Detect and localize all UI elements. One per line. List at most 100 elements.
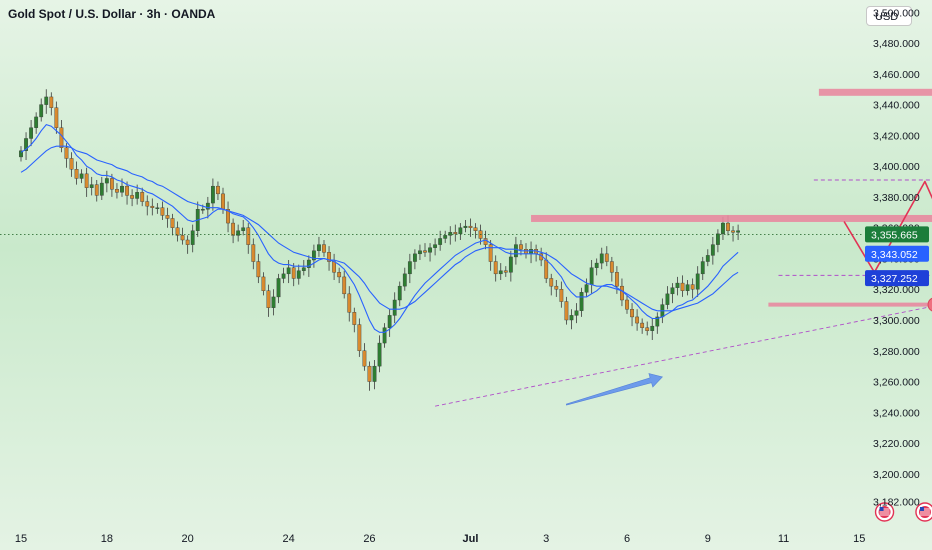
candle-body: [74, 169, 79, 179]
candle-body: [483, 238, 488, 245]
candle-body: [205, 202, 210, 210]
candle-body: [145, 201, 150, 207]
y-axis-label: 3,200.000: [873, 469, 920, 481]
candle-body: [382, 327, 387, 344]
candle-body: [180, 235, 185, 241]
candle-body: [508, 256, 513, 273]
candle-body: [160, 207, 165, 216]
candle-body: [367, 365, 372, 382]
price-tag-2: [865, 245, 929, 262]
currency-button[interactable]: USD: [866, 6, 912, 26]
candle-body: [468, 225, 473, 228]
candle-body: [695, 273, 700, 290]
candle-body: [312, 250, 316, 261]
candle-body: [165, 215, 170, 219]
candle-body: [640, 322, 645, 328]
candle-body: [301, 267, 306, 271]
candle-body: [700, 261, 705, 275]
candle-body: [685, 284, 690, 291]
candle-body: [54, 107, 59, 128]
candle-body: [670, 287, 675, 295]
candle-body: [554, 285, 559, 290]
us-event-2: [915, 502, 932, 522]
candle-body: [322, 244, 326, 253]
us-event-1: [874, 502, 895, 522]
candles-group: [19, 89, 741, 391]
candle-body: [291, 267, 296, 279]
candle-body: [574, 310, 579, 316]
candle-body: [428, 247, 432, 253]
mid-zone: [531, 214, 932, 222]
candle-body: [690, 284, 695, 290]
candle-body: [392, 299, 397, 316]
candle-body: [705, 255, 710, 262]
candle-body: [109, 178, 114, 190]
candle-body: [418, 250, 422, 255]
candle-body: [625, 299, 629, 310]
candle-body: [463, 225, 468, 228]
candle-body: [200, 209, 205, 211]
candle-body: [458, 227, 463, 235]
candle-body: [256, 261, 261, 278]
candle-body: [549, 278, 554, 287]
candle-body: [438, 238, 443, 245]
candle-body: [24, 138, 28, 151]
support-zone: [768, 302, 932, 307]
candle-body: [34, 116, 39, 128]
chart-title: Gold Spot / U.S. Dollar · 3h · OANDA: [8, 7, 216, 21]
candle-body: [372, 365, 377, 382]
candle-body: [716, 233, 720, 245]
candle-body: [357, 324, 362, 351]
candle-body: [448, 232, 453, 236]
y-axis-label: 3,220.000: [873, 438, 920, 450]
candle-body: [529, 249, 533, 255]
y-axis-label: 3,300.000: [873, 315, 920, 327]
x-axis-label: 18: [101, 533, 113, 545]
projected-path: [843, 180, 932, 274]
candle-body: [519, 244, 523, 250]
candle-body: [125, 185, 129, 196]
candle-body: [150, 205, 155, 208]
candle-body: [286, 267, 291, 275]
candle-body: [473, 227, 478, 231]
x-axis-label: 26: [363, 533, 375, 545]
candle-body: [362, 350, 367, 367]
y-axis-label: 3,420.000: [873, 130, 920, 142]
candle-body: [327, 252, 331, 262]
candle-body: [675, 282, 680, 288]
candle-body: [397, 285, 402, 301]
x-axis-label: 3: [543, 533, 549, 545]
candle-body: [645, 327, 650, 331]
candle-body: [604, 253, 609, 262]
flag-icon-canton: [879, 507, 884, 511]
candle-body: [407, 261, 412, 275]
candle-body: [589, 267, 594, 285]
upper-zone: [818, 88, 932, 96]
candle-body: [210, 185, 215, 204]
y-axis-label: 3,500.000: [873, 7, 920, 19]
candle-body: [276, 278, 281, 298]
candle-body: [710, 244, 715, 256]
candle-body: [630, 309, 634, 318]
candle-body: [69, 158, 74, 170]
candle-body: [216, 185, 220, 195]
y-axis-label: 3,320.000: [873, 284, 920, 296]
candle-body: [175, 227, 180, 236]
candle-body: [579, 292, 584, 311]
candle-body: [609, 261, 614, 273]
candle-body: [135, 192, 140, 199]
candle-body: [140, 192, 145, 202]
x-axis-label: 11: [778, 533, 789, 545]
candle-body: [544, 259, 549, 279]
candle-body: [130, 195, 134, 199]
candle-body: [564, 301, 569, 321]
candle-body: [190, 230, 195, 245]
candle-body: [584, 284, 589, 293]
candle-body: [155, 207, 160, 209]
candle-body: [423, 250, 427, 253]
y-axis-label: 3,260.000: [873, 377, 920, 389]
candle-body: [296, 270, 301, 279]
candle-body: [433, 244, 437, 248]
y-axis-label: 3,400.000: [873, 161, 920, 173]
